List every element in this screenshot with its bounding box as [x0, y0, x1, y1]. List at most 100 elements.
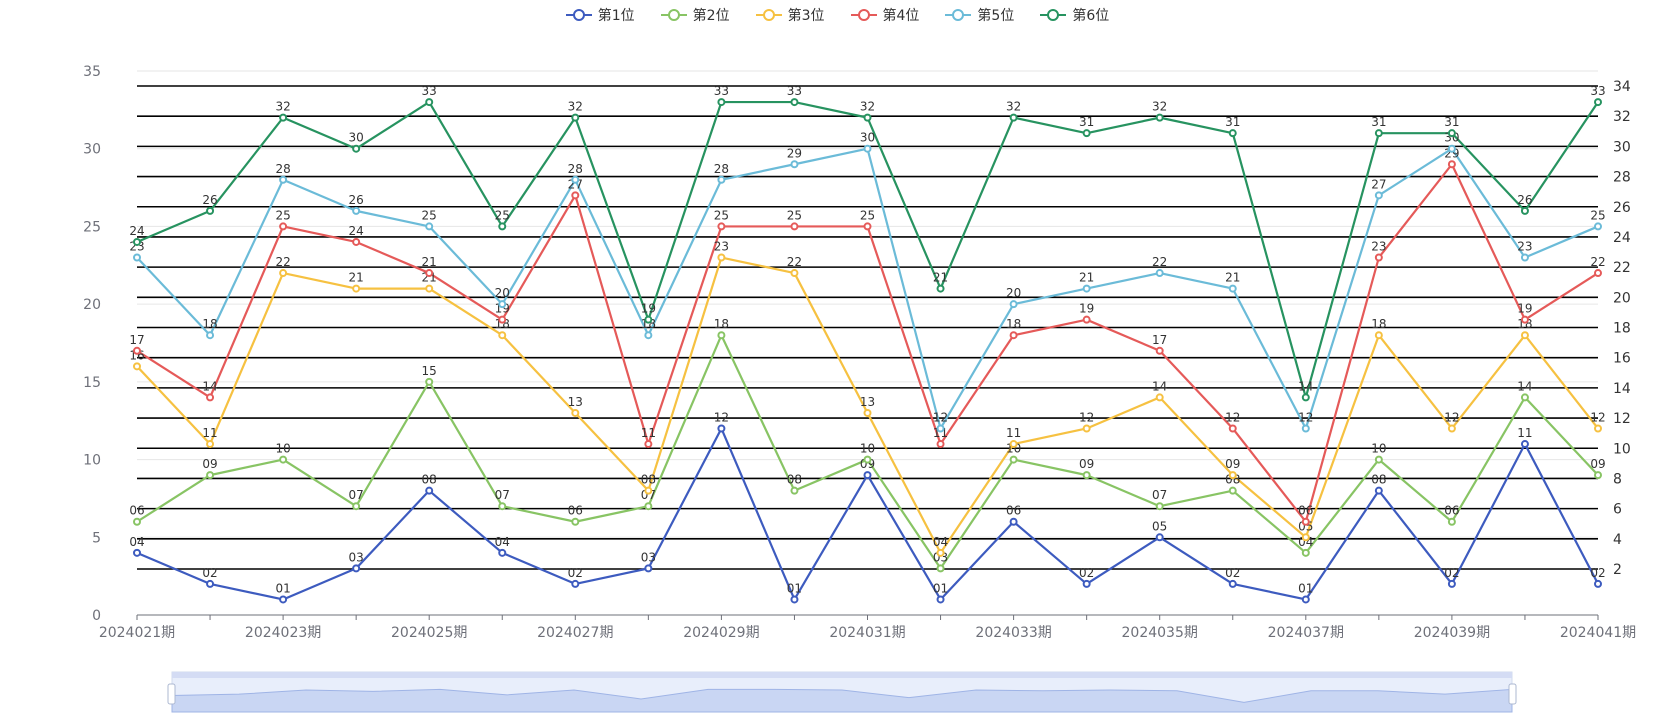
x-tick-label: 2024023期 — [245, 625, 321, 641]
data-point — [1594, 579, 1602, 588]
data-point — [352, 237, 361, 246]
data-label: 25 — [714, 208, 729, 222]
data-label: 08 — [787, 473, 802, 487]
y-right-tick-label: 10 — [1613, 441, 1631, 457]
legend-item[interactable]: 第1位 — [565, 5, 635, 25]
legend-label: 第4位 — [882, 8, 920, 24]
data-point — [133, 362, 141, 371]
data-label: 10 — [1371, 442, 1386, 456]
data-label: 02 — [202, 566, 217, 580]
data-point — [279, 595, 288, 604]
data-point — [1155, 269, 1164, 278]
legend-item[interactable]: 第4位 — [850, 5, 920, 25]
data-label: 19 — [1079, 302, 1094, 316]
data-point — [790, 160, 799, 169]
data-label: 24 — [129, 224, 144, 238]
legend-item[interactable]: 第2位 — [660, 5, 730, 25]
data-label: 30 — [860, 131, 875, 145]
y-right-tick-label: 28 — [1613, 170, 1631, 186]
data-label: 21 — [349, 271, 364, 285]
legend-line-icon — [660, 9, 687, 21]
data-point — [1447, 517, 1456, 526]
data-point — [206, 471, 215, 480]
data-point — [717, 175, 726, 184]
data-label: 29 — [787, 146, 802, 160]
data-label: 11 — [641, 426, 656, 440]
data-label: 18 — [1371, 317, 1386, 331]
data-point — [1594, 269, 1602, 278]
data-point — [133, 253, 141, 262]
data-label: 08 — [422, 473, 437, 487]
data-label: 14 — [1152, 379, 1167, 393]
data-point — [1594, 98, 1602, 107]
data-point — [206, 440, 215, 449]
data-point — [1228, 486, 1237, 495]
data-point — [936, 564, 945, 573]
data-point — [1082, 315, 1091, 324]
y-right-tick-label: 32 — [1613, 109, 1631, 125]
x-tick-label: 2024037期 — [1268, 625, 1344, 641]
data-point — [279, 113, 288, 122]
data-point — [1082, 471, 1091, 480]
data-label: 09 — [1079, 457, 1094, 471]
data-label: 33 — [1590, 84, 1605, 98]
data-point — [571, 113, 580, 122]
data-point — [790, 98, 799, 107]
x-tick-label: 2024039期 — [1414, 625, 1490, 641]
data-point — [1374, 455, 1383, 464]
data-label: 15 — [422, 364, 437, 378]
legend-item[interactable]: 第5位 — [945, 5, 1014, 25]
data-point — [425, 98, 434, 107]
data-label: 33 — [422, 84, 437, 98]
data-point — [571, 517, 580, 526]
legend-item[interactable]: 第6位 — [1040, 5, 1109, 25]
data-label: 28 — [714, 162, 729, 176]
zoom-slider-bar — [172, 672, 1512, 678]
y-left-tick-label: 20 — [83, 297, 101, 313]
data-point — [1082, 424, 1091, 433]
data-point — [863, 144, 872, 153]
data-label: 27 — [1371, 177, 1386, 191]
data-label: 02 — [1444, 566, 1459, 580]
data-point — [790, 222, 799, 231]
data-point — [425, 222, 434, 231]
data-point — [1520, 206, 1529, 215]
y-left-tick-label: 25 — [83, 219, 101, 235]
x-tick-label: 2024031期 — [829, 625, 905, 641]
data-label: 25 — [787, 208, 802, 222]
data-point — [644, 564, 653, 573]
legend-item[interactable]: 第3位 — [755, 5, 825, 25]
data-label: 01 — [787, 581, 802, 595]
data-label: 23 — [1371, 240, 1386, 254]
data-label: 18 — [202, 317, 217, 331]
data-label: 32 — [860, 100, 875, 114]
data-point — [1374, 486, 1383, 495]
data-point — [1301, 533, 1310, 542]
data-point — [352, 144, 361, 153]
data-label: 10 — [860, 442, 875, 456]
data-label: 09 — [1590, 457, 1605, 471]
data-point — [206, 331, 215, 340]
x-tick-label: 2024027期 — [537, 625, 613, 641]
data-point — [498, 502, 507, 511]
data-label: 20 — [1006, 286, 1021, 300]
zoom-slider-preview — [171, 688, 1513, 713]
data-label: 07 — [349, 488, 364, 502]
data-label: 06 — [129, 504, 144, 518]
data-label: 11 — [202, 426, 217, 440]
data-point — [1155, 502, 1164, 511]
data-label: 04 — [933, 535, 948, 549]
data-point — [133, 346, 141, 355]
data-point — [1155, 533, 1164, 542]
zoom-slider-handle-left — [167, 683, 176, 705]
data-point — [133, 548, 141, 557]
data-label: 22 — [1152, 255, 1167, 269]
data-label: 07 — [1152, 488, 1167, 502]
data-point — [1009, 440, 1018, 449]
data-point — [644, 440, 653, 449]
data-label: 24 — [349, 224, 364, 238]
x-tick-label: 2024033期 — [975, 625, 1051, 641]
data-label: 03 — [641, 550, 656, 564]
data-point — [1520, 253, 1529, 262]
data-label: 22 — [275, 255, 290, 269]
